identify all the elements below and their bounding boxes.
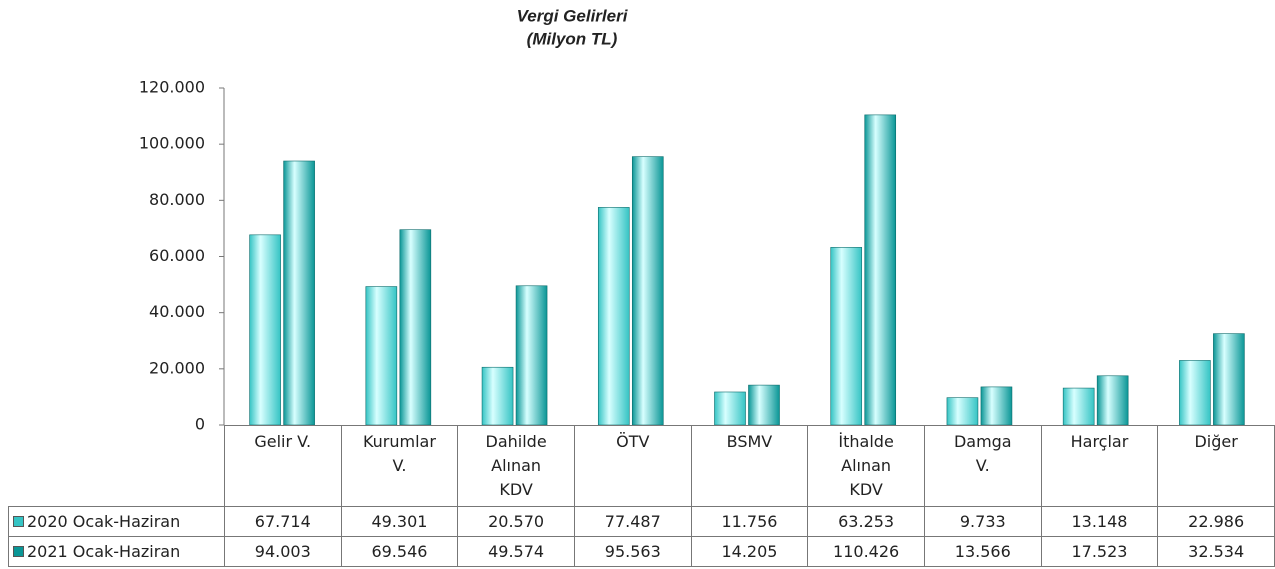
legend-key [13, 516, 24, 527]
category-cell: İthalde Alınan KDV [807, 425, 925, 507]
value-cell: 11.756 [690, 506, 809, 537]
bar [748, 384, 780, 426]
y-tick-label: 0 [195, 415, 205, 434]
y-tick-label: 120.000 [139, 78, 205, 97]
bar [399, 229, 432, 426]
category-cell: Diğer [1157, 425, 1275, 507]
legend-cell: 2020 Ocak-Haziran [8, 506, 225, 537]
value-cell: 95.563 [573, 536, 692, 567]
value-cell: 13.566 [923, 536, 1042, 567]
value-cell: 49.574 [457, 536, 575, 567]
category-cell: Damga V. [923, 425, 1042, 507]
x-tick-label: Damga V. [953, 432, 1012, 475]
legend-cell: 2021 Ocak-Haziran [8, 536, 225, 567]
x-tick-label: ÖTV [616, 432, 650, 451]
value-cell: 22.986 [1157, 506, 1275, 537]
value-cell: 110.426 [807, 536, 925, 567]
bar [1096, 375, 1129, 426]
y-tick-label: 40.000 [149, 302, 205, 321]
y-tick-label: 60.000 [149, 246, 205, 265]
value-cell: 77.487 [573, 506, 692, 537]
y-tick-label: 20.000 [149, 358, 205, 377]
value-cell: 49.301 [340, 506, 459, 537]
value-cell: 20.570 [457, 506, 575, 537]
category-cell: Harçlar [1040, 425, 1159, 507]
bar [515, 285, 548, 426]
value-cell: 63.253 [807, 506, 925, 537]
category-cell: Gelir V. [223, 425, 342, 507]
value-cell: 69.546 [340, 536, 459, 567]
bar [980, 386, 1013, 426]
category-cell: Kurumlar V. [340, 425, 459, 507]
legend-label: 2021 Ocak-Haziran [27, 542, 181, 561]
value-cell: 17.523 [1040, 536, 1159, 567]
y-tick-label: 100.000 [139, 134, 205, 153]
x-tick-label: Kurumlar V. [362, 432, 436, 475]
bar [830, 247, 863, 426]
legend-key [13, 546, 24, 557]
bar [1179, 360, 1211, 426]
value-cell: 67.714 [223, 506, 342, 537]
category-cell: ÖTV [573, 425, 692, 507]
bar [481, 366, 514, 426]
category-cell: Dahilde Alınan KDV [457, 425, 575, 507]
x-tick-label: İthalde Alınan KDV [838, 432, 894, 499]
chart-subtitle: (Milyon TL) [527, 29, 618, 48]
chart-title: Vergi Gelirleri [517, 6, 629, 25]
x-tick-label: Dahilde Alınan KDV [485, 432, 547, 499]
bar [1213, 333, 1245, 426]
bar [864, 114, 897, 426]
x-tick-label: Gelir V. [254, 432, 312, 451]
x-tick-label: Diğer [1194, 432, 1238, 451]
value-cell: 14.205 [690, 536, 809, 567]
bar [631, 156, 664, 426]
legend-label: 2020 Ocak-Haziran [27, 512, 181, 531]
data-table: Gelir V. Kurumlar V. Dahilde Alınan KDV ÖTV… [8, 425, 1275, 567]
value-cell: 94.003 [223, 536, 342, 567]
bar [714, 391, 746, 426]
x-tick-label: BSMV [726, 432, 773, 451]
y-tick-label: 80.000 [149, 190, 205, 209]
value-cell: 9.733 [923, 506, 1042, 537]
bar [946, 397, 979, 426]
table-corner [8, 425, 225, 507]
x-tick-label: Harçlar [1070, 432, 1129, 451]
bar [283, 160, 315, 426]
value-cell: 32.534 [1157, 536, 1275, 567]
value-cell: 13.148 [1040, 506, 1159, 537]
bar [249, 234, 281, 426]
bar [1062, 387, 1095, 426]
bar [365, 286, 398, 426]
bar [597, 207, 630, 426]
category-cell: BSMV [690, 425, 809, 507]
